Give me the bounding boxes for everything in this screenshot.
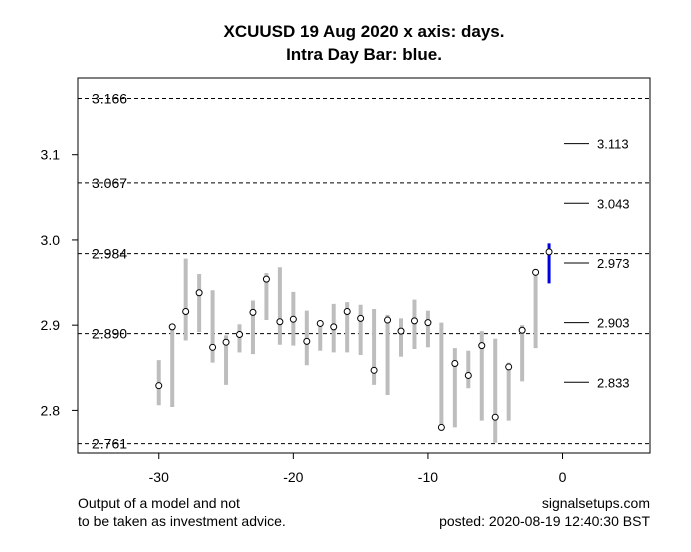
posted-timestamp: posted: 2020-08-19 12:40:30 BST bbox=[439, 513, 650, 529]
reference-label: 3.166 bbox=[92, 90, 127, 106]
close-point bbox=[276, 318, 284, 326]
forecast-label: 2.833 bbox=[597, 375, 630, 390]
close-point bbox=[222, 338, 230, 346]
site-label: signalsetups.com bbox=[541, 495, 650, 511]
close-point bbox=[343, 308, 351, 316]
close-point bbox=[424, 319, 432, 327]
close-point bbox=[303, 337, 311, 345]
close-point bbox=[545, 248, 553, 256]
close-point bbox=[397, 327, 405, 335]
close-point bbox=[236, 331, 244, 339]
forecast-label: 3.043 bbox=[597, 196, 630, 211]
forecast-label: 2.973 bbox=[597, 256, 630, 271]
close-point bbox=[182, 308, 190, 316]
disclaimer-line-2: to be taken as investment advice. bbox=[78, 513, 286, 529]
close-point bbox=[249, 308, 257, 316]
close-point bbox=[168, 323, 176, 331]
forecast-label: 2.903 bbox=[597, 316, 630, 331]
close-point bbox=[384, 316, 392, 324]
reference-lines: 3.166 3.067 2.984 2.890 2.761 bbox=[78, 90, 650, 452]
close-point bbox=[532, 268, 540, 276]
close-point bbox=[262, 275, 270, 283]
price-bars bbox=[155, 243, 553, 443]
y-tick-label: 2.9 bbox=[41, 317, 61, 333]
close-point bbox=[195, 289, 203, 297]
close-point bbox=[478, 342, 486, 350]
close-point bbox=[357, 314, 365, 322]
axes: -30 -20 -10 0 2.8 2.9 3.0 3.1 bbox=[41, 147, 567, 485]
disclaimer: Output of a model and not to be taken as… bbox=[78, 494, 286, 530]
close-point bbox=[451, 360, 459, 368]
x-tick-label: -10 bbox=[418, 469, 438, 485]
close-point bbox=[518, 326, 526, 334]
close-point bbox=[370, 366, 378, 374]
reference-label: 2.761 bbox=[92, 436, 127, 452]
close-point bbox=[491, 413, 499, 421]
close-point bbox=[209, 343, 217, 351]
reference-label: 3.067 bbox=[92, 175, 127, 191]
y-tick-label: 2.8 bbox=[41, 402, 61, 418]
forecast-label: 3.113 bbox=[597, 137, 629, 152]
x-tick-label: 0 bbox=[559, 469, 567, 485]
x-tick-label: -20 bbox=[283, 469, 303, 485]
disclaimer-line-1: Output of a model and not bbox=[78, 495, 240, 511]
close-point bbox=[505, 363, 513, 371]
chart-title: XCUUSD 19 Aug 2020 x axis: days. bbox=[224, 22, 505, 41]
source-info: signalsetups.com posted: 2020-08-19 12:4… bbox=[439, 494, 650, 530]
close-point bbox=[155, 382, 163, 390]
reference-label: 2.984 bbox=[92, 246, 127, 262]
y-tick-label: 3.0 bbox=[41, 232, 61, 248]
close-point bbox=[289, 315, 297, 323]
forecast-levels: 3.113 3.043 2.973 2.903 2.833 bbox=[564, 137, 630, 390]
close-point bbox=[410, 317, 418, 325]
reference-label: 2.890 bbox=[92, 326, 127, 342]
close-point bbox=[464, 371, 472, 379]
plot-frame bbox=[77, 77, 651, 454]
close-point bbox=[437, 423, 445, 431]
y-tick-label: 3.1 bbox=[41, 147, 61, 163]
chart-subtitle: Intra Day Bar: blue. bbox=[286, 45, 442, 64]
x-tick-label: -30 bbox=[149, 469, 169, 485]
close-point bbox=[316, 319, 324, 327]
close-point bbox=[330, 323, 338, 331]
